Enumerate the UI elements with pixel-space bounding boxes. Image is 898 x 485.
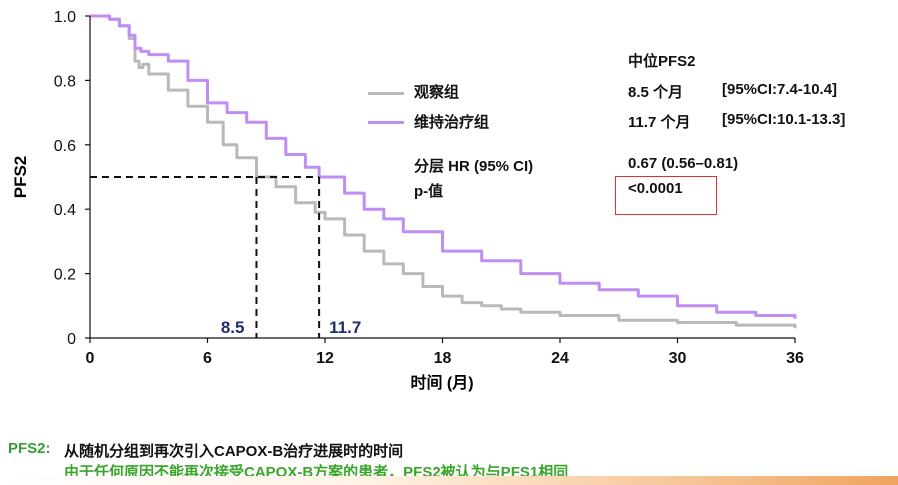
x-tick-label: 6 (203, 350, 212, 367)
observation-curve (90, 14, 797, 329)
y-tick-label: 0.8 (54, 73, 76, 90)
ci-observation: [95%CI:7.4-10.4] (722, 81, 838, 98)
x-tick-label: 30 (669, 350, 687, 367)
y-tick-label: 0.6 (54, 138, 76, 155)
y-tick-label: 0.2 (54, 267, 76, 284)
km-chart: 0 0.2 0.4 0.6 0.8 1.0 0 6 12 18 24 30 36 8.5 11.7 PFS… (11, 9, 804, 392)
hr-label: 分层 HR (95% CI) (414, 158, 534, 175)
median-header: 中位PFS2 (628, 53, 696, 70)
legend-line-maintenance (368, 121, 404, 124)
footer-gradient-bar (0, 476, 898, 485)
y-tick-label: 1.0 (54, 9, 76, 26)
p-value: <0.0001 (628, 180, 683, 197)
median-observation: 8.5 个月 (628, 84, 684, 101)
x-tick-label: 0 (86, 350, 95, 367)
legend-label-observation: 观察组 (414, 84, 460, 101)
x-tick-label: 24 (551, 350, 569, 367)
footnote-definition: 从随机分组到再次引入CAPOX-B治疗进展时的时间 (64, 443, 404, 460)
p-value-highlight-box (615, 176, 717, 215)
hr-value: 0.67 (0.56–0.81) (628, 155, 739, 172)
x-tick-label: 36 (786, 350, 804, 367)
footnote-label: PFS2: (8, 440, 51, 457)
maintenance-curve (90, 14, 797, 319)
ci-maintenance: [95%CI:10.1-13.3] (722, 111, 846, 128)
x-tick-label: 18 (434, 350, 452, 367)
x-axis-label: 时间 (月) (410, 373, 473, 392)
y-tick-label: 0 (67, 331, 76, 348)
p-label: p-值 (414, 183, 444, 200)
median-label-maintenance: 11.7 (329, 318, 361, 337)
y-axis-label: PFS2 (11, 156, 30, 199)
y-tick-label: 0.4 (54, 202, 76, 219)
legend-label-maintenance: 维持治疗组 (414, 114, 490, 131)
median-maintenance: 11.7 个月 (628, 114, 691, 131)
median-label-observation: 8.5 (221, 318, 245, 337)
legend-line-observation (368, 92, 404, 95)
x-tick-label: 12 (316, 350, 334, 367)
